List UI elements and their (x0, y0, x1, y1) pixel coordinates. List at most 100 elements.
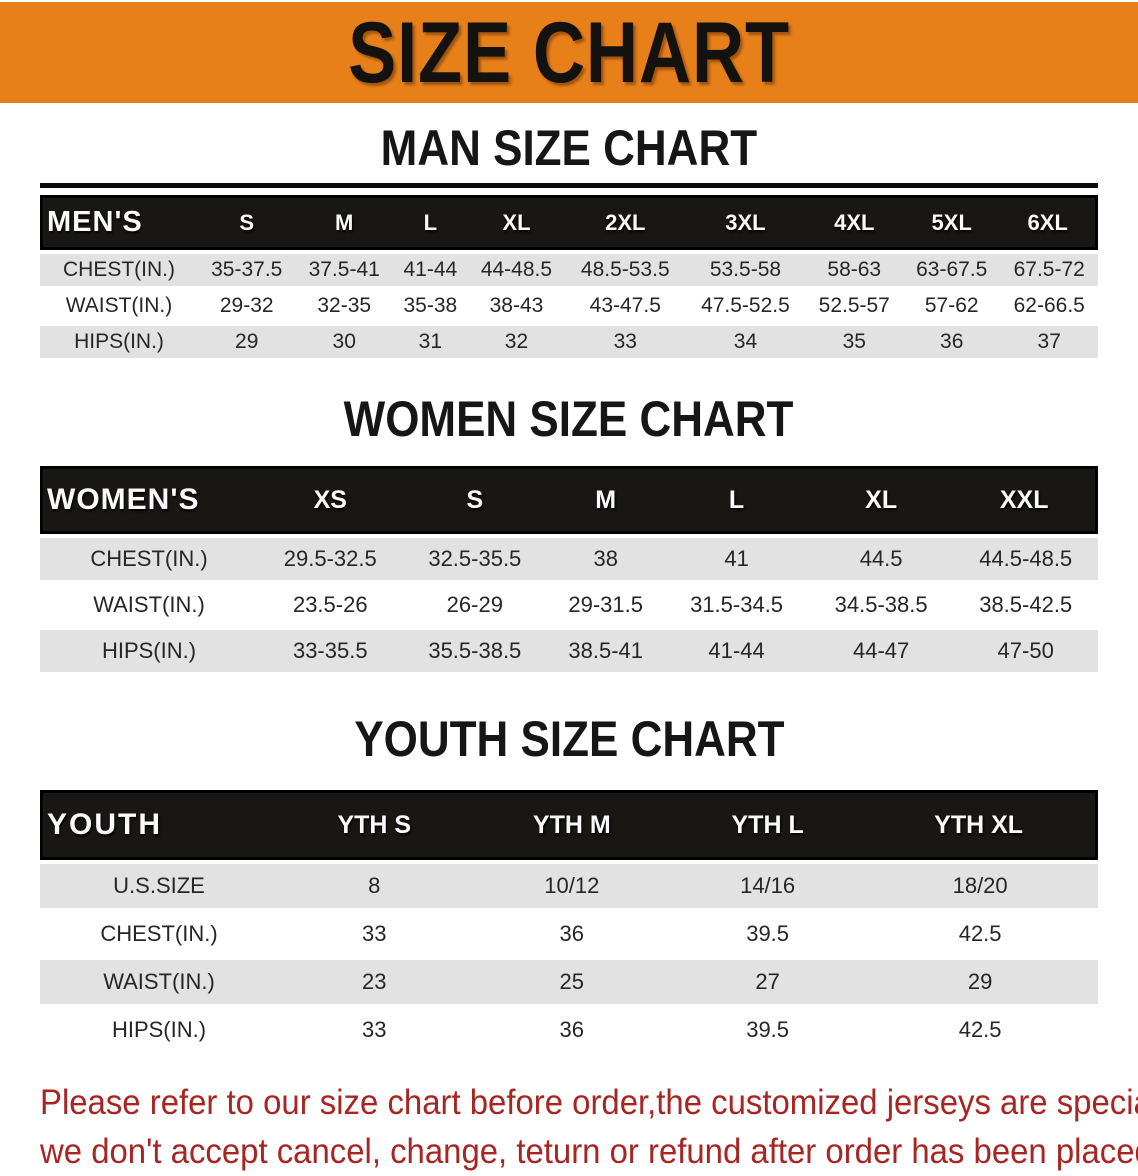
table-row: WAIST(IN.) 23 25 27 29 (40, 960, 1098, 1004)
table-row: U.S.SIZE 8 10/12 14/16 18/20 (40, 864, 1098, 908)
table-cell: 39.5 (672, 1008, 863, 1052)
table-cell: 32-35 (295, 290, 393, 322)
size-column-header: M (547, 466, 665, 534)
disclaimer-line-1-text: Please refer to our size chart before or… (40, 1083, 1138, 1122)
size-column-header: M (295, 195, 393, 250)
women-section-heading-text: WOMEN SIZE CHART (344, 391, 794, 447)
table-cell: 39.5 (672, 912, 863, 956)
table-cell: 23.5-26 (258, 584, 403, 626)
youth-size-table: YOUTH YTH S YTH M YTH L YTH XL U.S.SIZE 8 10/1… (40, 786, 1098, 1056)
youth-section-heading-text: YOUTH SIZE CHART (353, 711, 785, 767)
table-corner-label: YOUTH (40, 790, 278, 860)
men-header-row: MEN'S S M L XL 2XL 3XL 4XL 5XL 6XL (40, 195, 1098, 250)
women-size-table-wrap: WOMEN'S XS S M L XL XXL CHEST(IN.) 29.5-32.5 32.… (40, 462, 1098, 676)
table-cell: 38.5-41 (547, 630, 665, 672)
size-column-header: 4XL (805, 195, 903, 250)
table-cell: 36 (470, 912, 673, 956)
table-cell: 29.5-32.5 (258, 538, 403, 580)
youth-size-table-wrap: YOUTH YTH S YTH M YTH L YTH XL U.S.SIZE 8 10/1… (40, 786, 1098, 1056)
table-row: CHEST(IN.) 33 36 39.5 42.5 (40, 912, 1098, 956)
size-column-header: L (392, 195, 468, 250)
table-cell: 44.5-48.5 (953, 538, 1098, 580)
size-column-header: YTH XL (862, 790, 1098, 860)
table-cell: 29 (862, 960, 1098, 1004)
table-cell: 35-37.5 (198, 254, 296, 286)
table-cell: 26-29 (402, 584, 548, 626)
table-cell: 31.5-34.5 (664, 584, 809, 626)
table-cell: 30 (295, 326, 393, 358)
women-header-row: WOMEN'S XS S M L XL XXL (40, 466, 1098, 534)
men-size-table: MEN'S S M L XL 2XL 3XL 4XL 5XL 6XL CHEST(IN.) 35-3… (40, 191, 1098, 362)
table-row: HIPS(IN.) 33-35.5 35.5-38.5 38.5-41 41-44 44-… (40, 630, 1098, 672)
banner-title: SIZE CHART (348, 4, 790, 101)
row-label: CHEST(IN.) (40, 254, 198, 286)
table-cell: 35.5-38.5 (402, 630, 548, 672)
size-column-header: 3XL (685, 195, 806, 250)
table-corner-label: MEN'S (40, 195, 198, 250)
table-cell: 52.5-57 (805, 290, 903, 322)
size-column-header: 6XL (1000, 195, 1098, 250)
youth-size-section: YOUTH SIZE CHART YOUTH YTH S YTH M YTH L YTH… (0, 714, 1138, 1056)
table-cell: 34.5-38.5 (808, 584, 954, 626)
table-row: WAIST(IN.) 23.5-26 26-29 29-31.5 31.5-34.5 34… (40, 584, 1098, 626)
table-cell: 62-66.5 (1000, 290, 1098, 322)
table-cell: 18/20 (862, 864, 1098, 908)
size-column-header: 2XL (565, 195, 686, 250)
table-cell: 35 (805, 326, 903, 358)
table-cell: 38-43 (467, 290, 566, 322)
size-column-header: XXL (953, 466, 1098, 534)
row-label: CHEST(IN.) (40, 538, 258, 580)
table-cell: 57-62 (903, 290, 1001, 322)
row-label: WAIST(IN.) (40, 584, 258, 626)
size-column-header: XL (467, 195, 566, 250)
table-cell: 35-38 (392, 290, 468, 322)
table-cell: 32 (467, 326, 566, 358)
disclaimer: Please refer to our size chart before or… (40, 1078, 1138, 1176)
table-cell: 44.5 (808, 538, 954, 580)
size-column-header: 5XL (903, 195, 1001, 250)
table-cell: 53.5-58 (685, 254, 806, 286)
disclaimer-line-2: we don't accept cancel, change, teturn o… (40, 1127, 1138, 1176)
table-cell: 63-67.5 (903, 254, 1001, 286)
table-row: HIPS(IN.) 33 36 39.5 42.5 (40, 1008, 1098, 1052)
size-column-header: S (198, 195, 296, 250)
table-cell: 34 (685, 326, 806, 358)
size-column-header: XL (808, 466, 954, 534)
table-row: CHEST(IN.) 35-37.5 37.5-41 41-44 44-48.5 48.5… (40, 254, 1098, 286)
table-cell: 67.5-72 (1000, 254, 1098, 286)
table-cell: 42.5 (862, 912, 1098, 956)
table-row: HIPS(IN.) 29 30 31 32 33 34 35 36 37 (40, 326, 1098, 358)
women-size-table: WOMEN'S XS S M L XL XXL CHEST(IN.) 29.5-32.5 32.… (40, 462, 1098, 676)
table-cell: 41-44 (664, 630, 809, 672)
table-row: CHEST(IN.) 29.5-32.5 32.5-35.5 38 41 44.5 44.5… (40, 538, 1098, 580)
size-chart-banner: SIZE CHART (0, 2, 1138, 103)
table-corner-label: WOMEN'S (40, 466, 258, 534)
table-cell: 33 (278, 1008, 471, 1052)
table-cell: 31 (392, 326, 468, 358)
table-cell: 42.5 (862, 1008, 1098, 1052)
table-cell: 36 (903, 326, 1001, 358)
table-cell: 38.5-42.5 (953, 584, 1098, 626)
table-cell: 32.5-35.5 (402, 538, 548, 580)
table-cell: 37.5-41 (295, 254, 393, 286)
table-cell: 48.5-53.5 (565, 254, 686, 286)
table-cell: 58-63 (805, 254, 903, 286)
man-size-section: MAN SIZE CHART MEN'S S M L XL 2XL 3XL 4XL 5XL 6XL… (0, 123, 1138, 362)
row-label: HIPS(IN.) (40, 1008, 278, 1052)
table-cell: 33 (565, 326, 686, 358)
table-cell: 41 (664, 538, 809, 580)
women-size-section: WOMEN SIZE CHART WOMEN'S XS S M L XL XXL CHEST… (0, 394, 1138, 676)
row-label: WAIST(IN.) (40, 290, 198, 322)
table-cell: 29-32 (198, 290, 296, 322)
men-size-table-wrap: MEN'S S M L XL 2XL 3XL 4XL 5XL 6XL CHEST(IN.) 35-3… (40, 183, 1098, 362)
size-column-header: S (402, 466, 548, 534)
row-label: U.S.SIZE (40, 864, 278, 908)
row-label: HIPS(IN.) (40, 630, 258, 672)
table-cell: 36 (470, 1008, 673, 1052)
size-column-header: YTH S (278, 790, 471, 860)
table-cell: 44-48.5 (467, 254, 566, 286)
man-section-heading: MAN SIZE CHART (0, 123, 1138, 173)
youth-header-row: YOUTH YTH S YTH M YTH L YTH XL (40, 790, 1098, 860)
table-cell: 41-44 (392, 254, 468, 286)
table-cell: 38 (547, 538, 665, 580)
